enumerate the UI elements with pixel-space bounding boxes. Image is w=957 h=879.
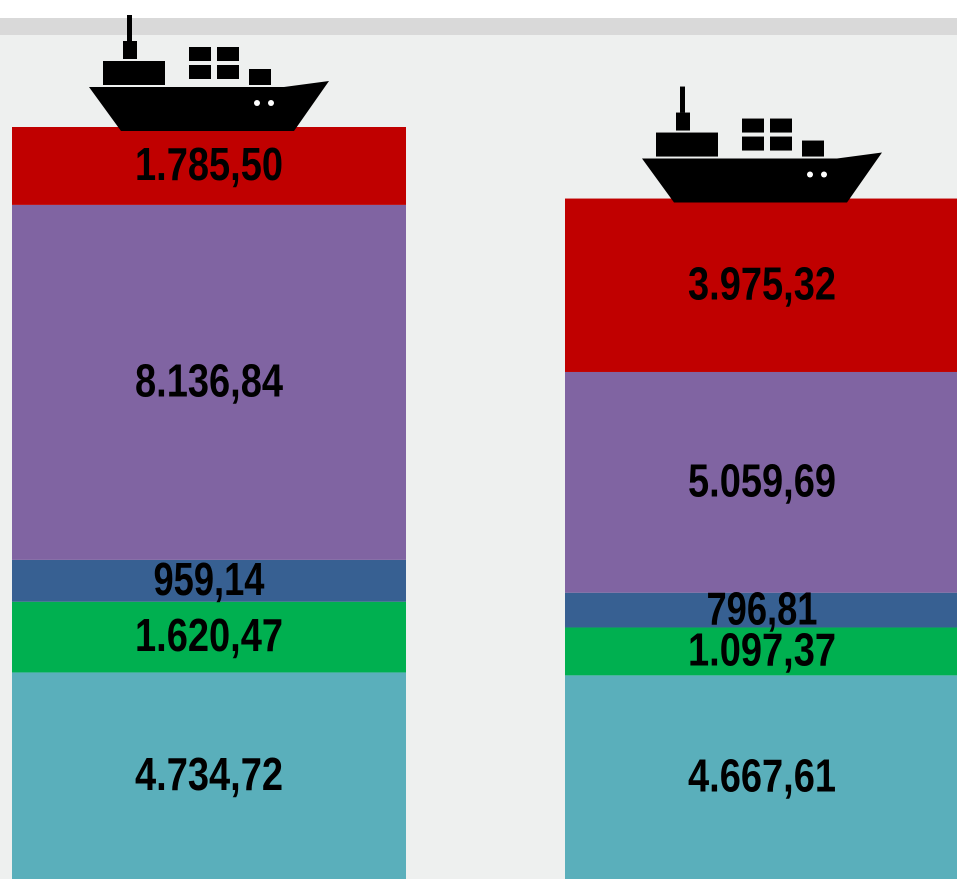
ship-container	[217, 65, 239, 79]
ship-icon	[642, 86, 882, 203]
value-label: 4.734,72	[135, 748, 283, 800]
ship-container	[217, 47, 239, 61]
ship-bridge	[656, 132, 718, 157]
value-label: 1.785,50	[135, 138, 283, 190]
ship-container	[742, 118, 764, 133]
value-label: 5.059,69	[688, 455, 836, 507]
ship-bridge	[103, 61, 165, 85]
bar-segment	[565, 627, 957, 676]
bar-segment	[12, 204, 406, 560]
bar-segment	[565, 675, 957, 879]
ship-hull	[89, 81, 329, 131]
ship-hull	[642, 152, 882, 203]
ship-porthole	[268, 100, 274, 106]
ship-porthole	[821, 171, 827, 178]
bar-segment	[12, 601, 406, 673]
ship-chimney	[676, 112, 690, 131]
bar-segment	[565, 371, 957, 593]
ship-mast	[127, 15, 132, 41]
bar-segment	[12, 559, 406, 602]
ship-container	[770, 118, 792, 133]
value-label: 796,81	[707, 582, 818, 634]
bar-segment	[12, 127, 406, 205]
ship-mast	[680, 86, 685, 113]
value-label: 1.620,47	[135, 609, 283, 661]
top-strip	[0, 0, 957, 18]
ship-container	[742, 136, 764, 151]
ship-container	[249, 69, 271, 85]
header-bar	[0, 18, 957, 35]
ship-container	[770, 136, 792, 151]
bar-segment	[565, 592, 957, 628]
ship-chimney	[123, 41, 137, 59]
value-label: 1.097,37	[688, 624, 836, 676]
ship-porthole	[807, 171, 813, 178]
value-label: 8.136,84	[135, 355, 283, 407]
bar-segment	[565, 198, 957, 372]
value-label: 4.667,61	[688, 749, 836, 801]
ship-icon	[89, 15, 329, 131]
value-label: 959,14	[154, 553, 265, 605]
ship-container	[189, 65, 211, 79]
ship-porthole	[254, 100, 260, 106]
bar-segment	[12, 672, 406, 879]
ship-container	[802, 140, 824, 157]
ship-container	[189, 47, 211, 61]
value-label: 3.975,32	[688, 257, 836, 309]
